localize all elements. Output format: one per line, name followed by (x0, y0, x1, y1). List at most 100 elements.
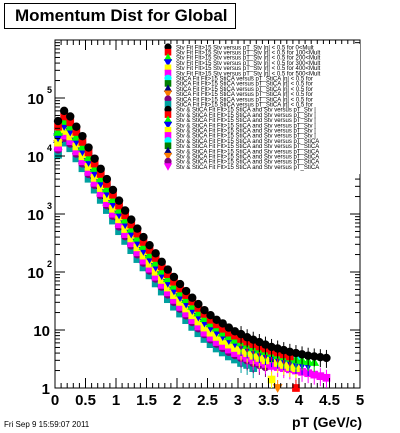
data-point (194, 299, 203, 309)
y-tick-exponent: 2 (47, 259, 52, 269)
data-point (157, 257, 166, 266)
legend-marker (164, 142, 172, 150)
legend-marker (163, 152, 173, 161)
data-point (231, 355, 239, 364)
legend-marker (163, 90, 173, 98)
x-tick-label: 1.5 (136, 392, 157, 409)
data-point (231, 349, 239, 357)
data-point (218, 324, 227, 333)
title-box: Momentum Dist for Global (4, 3, 236, 29)
data-point (218, 342, 227, 350)
legend-label: StiCA Fit Flt>15 StiCA versus pT_StiCA |… (176, 97, 313, 103)
y-tick-exponent: 4 (47, 143, 52, 153)
data-point (145, 271, 154, 280)
legend-marker (164, 69, 172, 77)
x-tick-label: 5 (356, 392, 364, 409)
data-point (170, 277, 178, 286)
data-point (322, 373, 331, 382)
data-point (310, 352, 319, 361)
data-point (218, 319, 227, 328)
y-tick-exponent: 3 (47, 201, 52, 211)
data-point (145, 240, 154, 250)
y-tick-exponent: 5 (47, 85, 52, 95)
data-point (121, 237, 129, 245)
data-point (72, 122, 81, 131)
data-point (164, 270, 172, 278)
data-point (133, 255, 142, 263)
legend-label: Stv Fit Flt>15 Stv versus pT_Stv |η| < 0… (176, 51, 321, 57)
legend-marker (163, 115, 173, 124)
legend-label: StiCA Fit Flt>15 StiCA versus pT_StiCA |… (176, 92, 313, 98)
data-point (310, 370, 319, 379)
legend-label: StiCA Fit Flt>15 StiCA versus pT_StiCA |… (176, 103, 313, 109)
x-tick-label: 0.5 (75, 392, 96, 409)
legend-marker (163, 163, 173, 171)
legend-marker (164, 95, 172, 103)
data-point (225, 345, 233, 354)
data-point (127, 215, 136, 224)
data-point (272, 384, 283, 393)
data-point (200, 323, 209, 332)
data-point (84, 168, 93, 176)
y-tick-label: 10 (33, 323, 50, 340)
data-point (109, 209, 117, 218)
legend-marker (164, 111, 172, 118)
data-point (212, 320, 221, 329)
data-point (151, 272, 160, 281)
data-point (72, 128, 81, 136)
data-point (115, 220, 123, 229)
legend-label: Stv & StiCA Fit Flt>15 StiCA and Stv ver… (176, 139, 319, 145)
data-point (188, 311, 197, 320)
data-point (176, 284, 184, 293)
legend-label: Stv & StiCA Fit Flt>15 StiCA and Stv ver… (176, 149, 319, 155)
legend-marker (163, 84, 173, 92)
x-tick-label: 2 (173, 392, 181, 409)
data-point (54, 138, 62, 147)
data-markers (53, 106, 331, 393)
data-point (127, 220, 136, 229)
legend-label: Stv & StiCA Fit Flt>15 StiCA and Stv ver… (176, 144, 319, 150)
x-tick-label: 3.5 (258, 392, 279, 409)
data-point (60, 138, 68, 147)
legend: Stv Fit Flt>15 Stv versus pT_Stv |η| < 0… (163, 43, 360, 174)
data-point (53, 127, 63, 136)
legend-label: StiCA Fit Flt>15 StiCA versus pT_StiCA |… (176, 82, 313, 88)
data-point (90, 185, 99, 194)
data-point (175, 279, 185, 289)
data-point (188, 316, 197, 324)
data-point (121, 211, 129, 220)
data-point (151, 279, 160, 288)
x-tick-label: 4.5 (319, 392, 340, 409)
data-point (109, 216, 117, 225)
data-point (206, 315, 215, 324)
data-point (145, 264, 154, 273)
data-point (212, 344, 221, 353)
data-point (90, 154, 99, 163)
y-tick-label: 10 (27, 207, 44, 224)
data-point (316, 372, 325, 381)
legend-label: Stv Fit Flt>15 Stv versus pT_Stv |η| < 0… (176, 66, 321, 72)
data-point (103, 199, 111, 207)
data-point (206, 333, 215, 342)
data-point (127, 239, 136, 248)
x-tick-label: 1 (112, 392, 120, 409)
data-point (206, 310, 215, 320)
data-point (151, 254, 160, 262)
data-point (54, 150, 62, 159)
data-point (72, 154, 81, 163)
data-point (59, 106, 69, 116)
legend-label: Stv & StiCA Fit Flt>15 StiCA and Stv ver… (176, 160, 319, 166)
data-point (84, 143, 93, 152)
data-point (157, 262, 166, 271)
legend-marker (164, 74, 172, 82)
data-point (139, 263, 148, 272)
timestamp: Fri Sep 9 15:59:07 2011 (4, 420, 90, 429)
data-point (90, 159, 99, 168)
data-point (164, 295, 172, 304)
data-point (72, 142, 81, 151)
data-point (231, 331, 239, 340)
y-tick-label: 1 (42, 381, 50, 398)
data-point (103, 180, 111, 188)
legend-label: Stv Fit Flt>15 Stv versus pT_Stv |η| < 0… (176, 61, 321, 67)
